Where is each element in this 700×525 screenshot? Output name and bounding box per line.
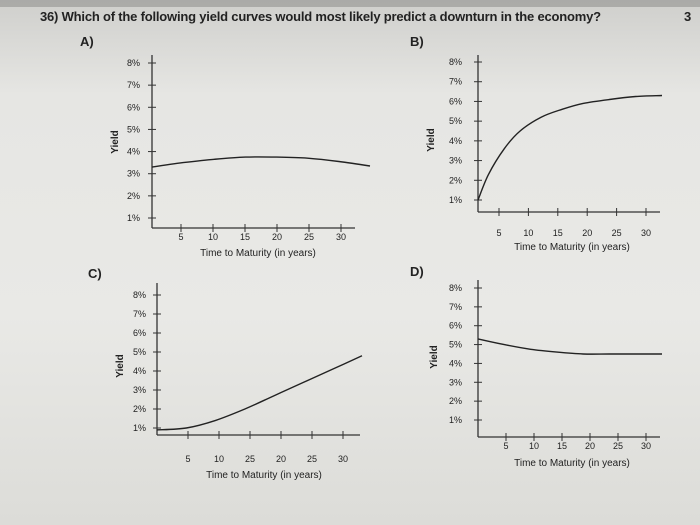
panel-d-x-tick-label: 15: [557, 441, 567, 451]
panel-a-x-tick-label: 10: [208, 232, 218, 242]
panel-d-y-axis-title: Yield: [429, 345, 440, 369]
panel-a-x-tick-label: 30: [336, 232, 346, 242]
panel-c-x-tick-label: 30: [338, 454, 348, 464]
panel-a-y-tick-label: 2%: [127, 191, 140, 201]
panel-c-x-tick-label: 5: [185, 454, 190, 464]
panel-d-x-tick-label: 10: [529, 441, 539, 451]
panel-c-y-tick-label: 6%: [133, 328, 146, 338]
panel-d-yield-curve: [477, 338, 662, 355]
panel-c-y-axis-title: Yield: [115, 354, 126, 378]
panel-b-x-tick-label: 20: [582, 228, 592, 238]
panel-b-x-tick-label: 5: [496, 228, 501, 238]
panel-c-y-tick-label: 7%: [133, 309, 146, 319]
panel-c-yield-curve: [156, 355, 363, 431]
panel-a-x-tick-label: 25: [304, 232, 314, 242]
panel-c-y-tick-label: 5%: [133, 347, 146, 357]
question-text: 36) Which of the following yield curves …: [40, 9, 601, 24]
panel-c-x-tick-label: 10: [214, 454, 224, 464]
panel-c-y-tick-label: 1%: [133, 423, 146, 433]
panel-b-y-tick-label: 1%: [449, 195, 462, 205]
panel-d-x-tick-label: 5: [503, 441, 508, 451]
panel-label-d: D): [410, 264, 424, 279]
cut-off-header-strip: [0, 0, 700, 7]
panel-a-y-tick-label: 4%: [127, 147, 140, 157]
panel-a-x-tick-label: 20: [272, 232, 282, 242]
panel-b-y-tick-label: 7%: [449, 77, 462, 87]
panel-d-x-tick-label: 25: [613, 441, 623, 451]
panel-a-y-tick-label: 6%: [127, 102, 140, 112]
panel-c-x-tick-label: 25: [245, 454, 255, 464]
panel-b-x-tick-label: 10: [523, 228, 533, 238]
panel-d-y-tick-label: 7%: [449, 302, 462, 312]
panel-b-y-tick-label: 5%: [449, 116, 462, 126]
side-number: 3: [684, 9, 692, 24]
panel-c-y-tick-label: 3%: [133, 385, 146, 395]
panel-a-y-tick-label: 8%: [127, 58, 140, 68]
panel-b-y-tick-label: 4%: [449, 136, 462, 146]
panel-d-x-tick-label: 20: [585, 441, 595, 451]
panel-b-x-axis-title: Time to Maturity (in years): [514, 242, 630, 253]
panel-c-y-tick-label: 2%: [133, 404, 146, 414]
panel-a-x-axis-title: Time to Maturity (in years): [200, 248, 316, 259]
panel-c-y-tick-label: 8%: [133, 290, 146, 300]
panel-a-y-tick-label: 1%: [127, 213, 140, 223]
panel-c-y-tick-label: 4%: [133, 366, 146, 376]
panel-d-x-axis-title: Time to Maturity (in years): [514, 458, 630, 469]
panel-label-b: B): [410, 34, 424, 49]
panel-d-y-tick-label: 4%: [449, 358, 462, 368]
panel-a-y-tick-label: 5%: [127, 124, 140, 134]
panel-c-x-tick-label: 25: [307, 454, 317, 464]
panel-a-y-tick-label: 7%: [127, 80, 140, 90]
panel-label-a: A): [80, 34, 94, 49]
panel-a-yield-curve: [151, 156, 371, 168]
panel-b-y-tick-label: 8%: [449, 57, 462, 67]
panel-c-x-axis-title: Time to Maturity (in years): [206, 470, 322, 481]
panel-b-y-tick-label: 2%: [449, 175, 462, 185]
panel-d-y-tick-label: 1%: [449, 415, 462, 425]
panel-b-y-axis-title: Yield: [426, 128, 437, 152]
panel-b-x-tick-label: 15: [553, 228, 563, 238]
panel-b-y-tick-label: 3%: [449, 156, 462, 166]
panel-b-y-tick-label: 6%: [449, 96, 462, 106]
panel-d-y-tick-label: 3%: [449, 377, 462, 387]
panel-a-y-axis-title: Yield: [110, 130, 121, 154]
panel-b-x-tick-label: 30: [641, 228, 651, 238]
panel-d-y-tick-label: 8%: [449, 283, 462, 293]
panel-a-y-tick-label: 3%: [127, 169, 140, 179]
panel-d-x-tick-label: 30: [641, 441, 651, 451]
panel-b-x-tick-label: 25: [612, 228, 622, 238]
panel-a-x-tick-label: 5: [178, 232, 183, 242]
panel-label-c: C): [88, 266, 102, 281]
panel-a-x-tick-label: 15: [240, 232, 250, 242]
panel-d-y-tick-label: 5%: [449, 340, 462, 350]
panel-d-y-tick-label: 6%: [449, 321, 462, 331]
panel-c-x-tick-label: 20: [276, 454, 286, 464]
panel-d-y-tick-label: 2%: [449, 396, 462, 406]
panel-b-yield-curve: [477, 94, 663, 201]
